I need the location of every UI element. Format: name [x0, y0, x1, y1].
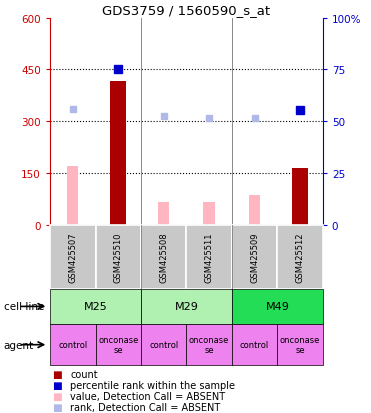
Bar	[141, 225, 187, 289]
Text: control: control	[58, 340, 88, 349]
Bar	[158, 203, 170, 225]
Bar	[203, 203, 215, 225]
Text: percentile rank within the sample: percentile rank within the sample	[70, 380, 236, 390]
Text: cell line: cell line	[4, 301, 44, 312]
Text: GSM425511: GSM425511	[205, 232, 214, 282]
Title: GDS3759 / 1560590_s_at: GDS3759 / 1560590_s_at	[102, 5, 270, 17]
Bar	[50, 324, 96, 366]
Text: onconase
se: onconase se	[280, 335, 320, 354]
Text: M29: M29	[174, 301, 198, 312]
Text: control: control	[240, 340, 269, 349]
Text: control: control	[149, 340, 178, 349]
Text: M49: M49	[265, 301, 289, 312]
Bar	[96, 225, 141, 289]
Bar	[187, 225, 232, 289]
Text: onconase
se: onconase se	[189, 335, 229, 354]
Text: ■: ■	[52, 380, 62, 390]
Bar	[292, 169, 308, 225]
Bar	[141, 289, 232, 324]
Bar	[232, 225, 278, 289]
Text: GSM425512: GSM425512	[296, 232, 305, 282]
Text: GSM425507: GSM425507	[68, 232, 77, 282]
Text: agent: agent	[4, 340, 34, 350]
Bar	[50, 289, 141, 324]
Bar	[50, 225, 96, 289]
Bar	[96, 324, 141, 366]
Bar	[232, 289, 323, 324]
Bar	[110, 82, 126, 225]
Text: ■: ■	[52, 391, 62, 401]
Text: onconase
se: onconase se	[98, 335, 138, 354]
Text: M25: M25	[83, 301, 108, 312]
Bar	[141, 324, 187, 366]
Text: rank, Detection Call = ABSENT: rank, Detection Call = ABSENT	[70, 402, 221, 412]
Bar	[67, 166, 79, 225]
Text: GSM425510: GSM425510	[114, 232, 123, 282]
Text: count: count	[70, 369, 98, 379]
Bar	[232, 324, 278, 366]
Bar	[249, 196, 260, 225]
Text: ■: ■	[52, 402, 62, 412]
Text: ■: ■	[52, 369, 62, 379]
Bar	[187, 324, 232, 366]
Text: value, Detection Call = ABSENT: value, Detection Call = ABSENT	[70, 391, 226, 401]
Text: GSM425508: GSM425508	[159, 232, 168, 282]
Text: GSM425509: GSM425509	[250, 232, 259, 282]
Bar	[278, 324, 323, 366]
Bar	[278, 225, 323, 289]
